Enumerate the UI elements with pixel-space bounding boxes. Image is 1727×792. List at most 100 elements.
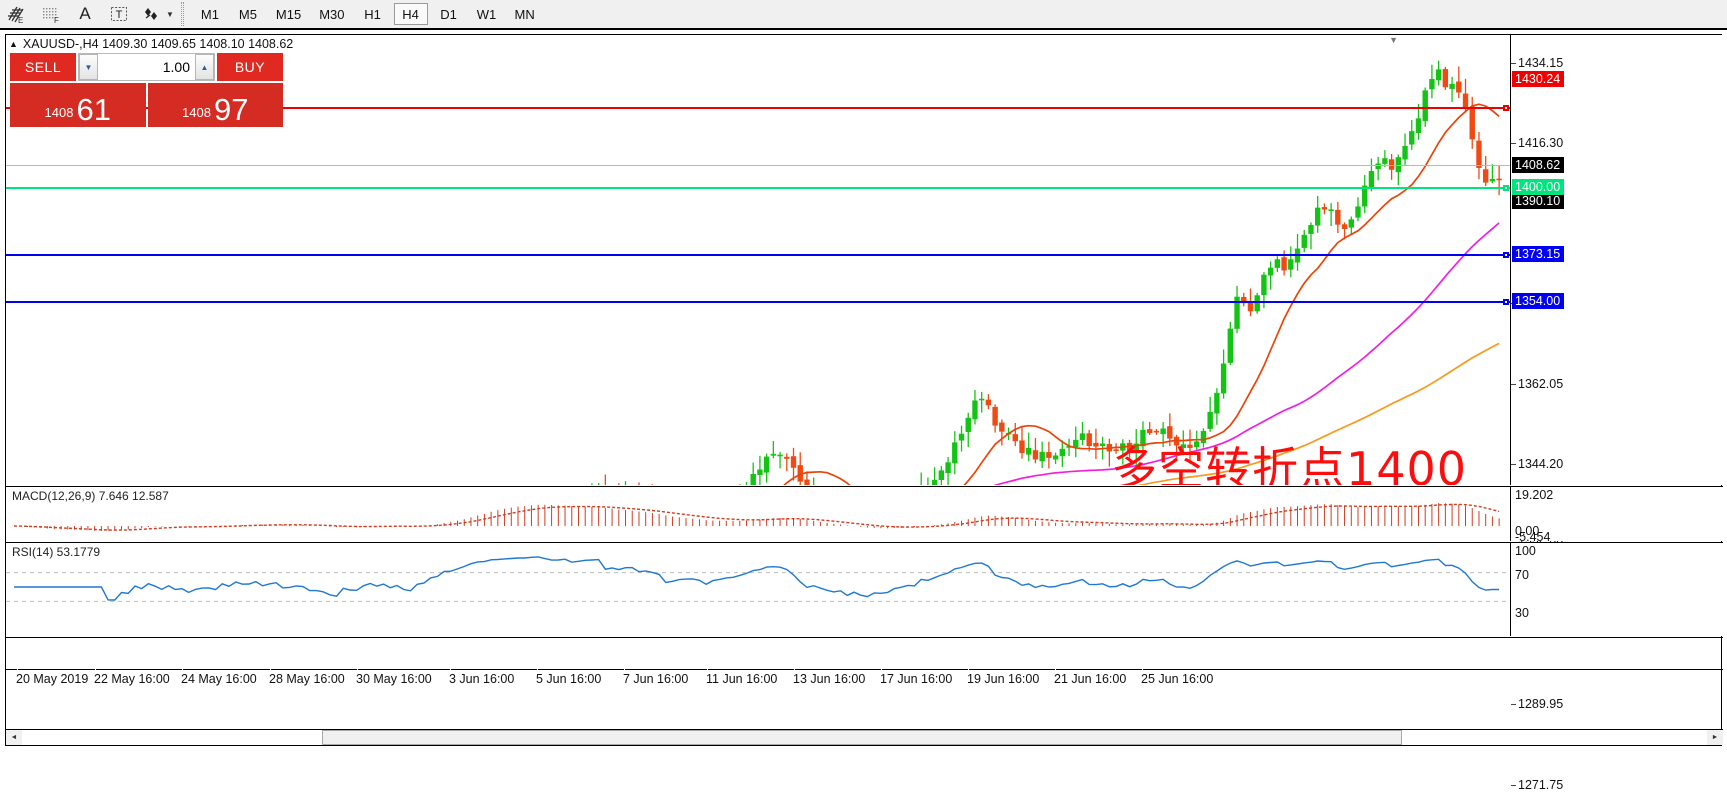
scrollbar-track[interactable] <box>22 730 1707 745</box>
oct-prices-row: 1408 61 1408 97 <box>10 83 283 127</box>
price-tick: 1271.75 <box>1510 778 1564 792</box>
timeframe-m15[interactable]: M15 <box>275 6 302 22</box>
grid-icon[interactable]: F <box>34 1 68 27</box>
horizontal-scrollbar[interactable]: ◄ ► <box>6 729 1723 745</box>
resistance-line-1430[interactable] <box>6 107 1510 109</box>
rsi-tick: 70 <box>1515 568 1529 582</box>
main-toolbar: E F A T ▼ M1 M5 M15 M30 H1 H4 D1 W1 MN <box>0 0 1727 30</box>
scrollbar-thumb[interactable] <box>322 730 1402 745</box>
time-tick: 28 May 16:00 <box>269 672 345 686</box>
time-axis-labels: 20 May 2019 22 May 16:00 24 May 16:00 28 Ma… <box>6 639 1723 687</box>
expert-advisors-icon[interactable]: E <box>0 1 34 27</box>
price-badge: 1430.24 <box>1512 71 1565 87</box>
support-line-1373[interactable] <box>6 254 1510 256</box>
one-click-trading-panel: SELL ▼ 1.00 ▲ BUY 1408 61 1408 97 <box>10 53 283 127</box>
macd-tick: 0.00 <box>1515 524 1540 538</box>
ma-slow-line <box>1137 342 1500 485</box>
rsi-plot[interactable] <box>6 543 1510 636</box>
svg-text:F: F <box>54 16 59 24</box>
timeframe-w1[interactable]: W1 <box>476 6 497 22</box>
sell-price-fraction: 61 <box>76 92 111 127</box>
volume-up-icon[interactable]: ▲ <box>195 54 214 80</box>
price-plot[interactable]: 多空转折点1400 <box>6 35 1510 485</box>
price-tick: 1344.20 <box>1510 457 1564 471</box>
macd-label: MACD(12,26,9) 7.646 12.587 <box>12 489 169 503</box>
time-tick: 22 May 16:00 <box>94 672 170 686</box>
chart-expand-icon[interactable]: ▲ <box>9 39 18 49</box>
chart-symbol-ohlc: XAUUSD-,H4 1409.30 1409.65 1408.10 1408.… <box>22 37 294 51</box>
sell-price-integer: 1408 <box>44 105 74 120</box>
time-tick: 7 Jun 16:00 <box>623 672 689 686</box>
chart-header: ▲ XAUUSD-,H4 1409.30 1409.65 1408.10 140… <box>9 37 293 51</box>
timeframe-group: M1 M5 M15 M30 H1 H4 D1 W1 MN <box>191 3 544 25</box>
volume-input[interactable]: 1.00 <box>162 59 190 75</box>
timeframe-mn[interactable]: MN <box>514 6 535 22</box>
buy-price-box[interactable]: 1408 97 <box>147 83 283 127</box>
timeframe-m30[interactable]: M30 <box>319 6 345 22</box>
volume-dropdown-icon[interactable]: ▼ <box>79 54 98 80</box>
rsi-axis: 100 70 30 <box>1510 543 1723 636</box>
buy-button[interactable]: BUY <box>217 53 283 81</box>
support-line-1373-handle[interactable] <box>1503 252 1509 258</box>
price-badge: 1400.00 <box>1512 179 1565 195</box>
timeframe-m5[interactable]: M5 <box>238 6 257 22</box>
macd-tick: -5.454 <box>1515 530 1551 544</box>
sell-price-box[interactable]: 1408 61 <box>10 83 146 127</box>
ma-mid-line <box>993 222 1500 485</box>
oct-controls-row: SELL ▼ 1.00 ▲ BUY <box>10 53 283 81</box>
current-price-line[interactable] <box>6 165 1510 166</box>
time-tick: 24 May 16:00 <box>181 672 257 686</box>
timeframe-m1[interactable]: M1 <box>200 6 219 22</box>
rsi-pane: RSI(14) 53.1779 100 70 30 <box>6 542 1723 636</box>
objects-icon[interactable] <box>136 1 170 27</box>
timeframe-d1[interactable]: D1 <box>440 6 457 22</box>
rsi-label: RSI(14) 53.1779 <box>12 545 101 559</box>
price-tick: 1416.30 <box>1510 136 1564 150</box>
macd-axis: 19.202 0.00 -5.454 <box>1510 487 1723 544</box>
price-tick: 1289.95 <box>1510 697 1564 711</box>
time-tick: 20 May 2019 <box>16 672 89 686</box>
time-tick: 25 Jun 16:00 <box>1141 672 1214 686</box>
macd-pane: MACD(12,26,9) 7.646 12.587 19.202 0.00 -5.… <box>6 486 1723 544</box>
price-badge: 1354.00 <box>1512 293 1565 309</box>
svg-text:E: E <box>18 16 23 24</box>
support-line-1354[interactable] <box>6 301 1510 303</box>
macd-plot[interactable] <box>6 487 1510 541</box>
text-tool-icon[interactable]: A <box>79 4 91 23</box>
toolbar-separator <box>180 2 184 26</box>
time-tick: 30 May 16:00 <box>356 672 432 686</box>
price-badge: 1373.15 <box>1512 246 1565 262</box>
scroll-right-icon[interactable]: ► <box>1707 730 1723 745</box>
svg-text:T: T <box>116 9 123 21</box>
support-line-1354-handle[interactable] <box>1503 299 1509 305</box>
time-tick: 5 Jun 16:00 <box>536 672 602 686</box>
price-tick: 1362.05 <box>1510 377 1564 391</box>
time-tick: 21 Jun 16:00 <box>1054 672 1127 686</box>
pivot-line-1400[interactable] <box>6 187 1510 189</box>
price-axis[interactable]: 1434.151416.301380.251362.051344.201326.… <box>1510 35 1723 792</box>
buy-price-integer: 1408 <box>182 105 211 120</box>
time-axis: 20 May 2019 22 May 16:00 24 May 16:00 28 Ma… <box>6 637 1723 687</box>
volume-field[interactable]: ▼ 1.00 ▲ <box>78 53 215 81</box>
sell-button[interactable]: SELL <box>10 53 76 81</box>
price-tick: 1434.15 <box>1510 56 1564 70</box>
chevron-down-icon[interactable]: ▼ <box>1389 35 1398 45</box>
chevron-down-icon[interactable]: ▼ <box>166 9 174 19</box>
buy-price-fraction: 97 <box>213 92 249 127</box>
timeframe-h4[interactable]: H4 <box>393 3 428 25</box>
macd-signal-line <box>13 503 1500 531</box>
chart-annotation-text: 多空转折点1400 <box>1111 442 1468 485</box>
time-tick: 11 Jun 16:00 <box>706 672 778 686</box>
rsi-tick: 30 <box>1515 606 1529 620</box>
chart-window: 多空转折点1400 1434.151416.301380.251362.0513… <box>5 34 1723 792</box>
time-tick: 17 Jun 16:00 <box>880 672 953 686</box>
resistance-line-1430-handle[interactable] <box>1503 105 1509 111</box>
timeframe-h1[interactable]: H1 <box>364 6 381 22</box>
text-label-icon[interactable]: T <box>102 1 136 27</box>
macd-tick: 19.202 <box>1515 488 1554 502</box>
pivot-line-1400-handle[interactable] <box>1503 185 1509 191</box>
price-badge: 1408.62 <box>1512 157 1565 173</box>
scroll-left-icon[interactable]: ◄ <box>6 730 22 745</box>
rsi-tick: 100 <box>1515 544 1536 558</box>
ma-fast-line <box>783 103 1500 485</box>
